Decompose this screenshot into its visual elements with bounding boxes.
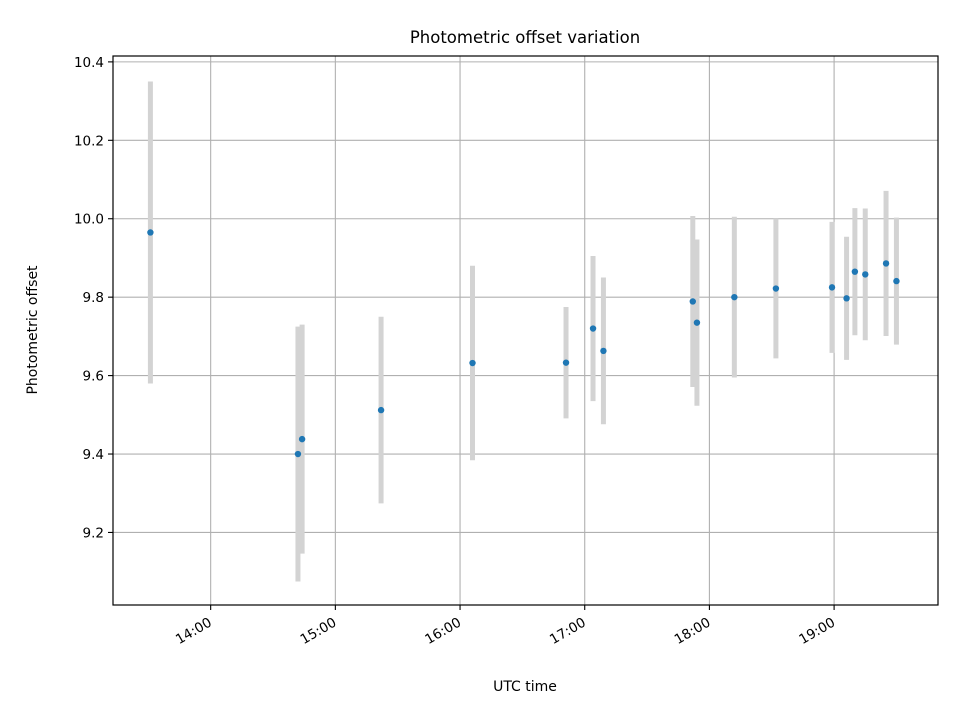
data-point bbox=[893, 277, 900, 285]
data-point bbox=[772, 285, 780, 292]
data-point bbox=[469, 359, 476, 367]
data-points bbox=[147, 229, 900, 458]
y-tick-label: 9.2 bbox=[83, 525, 104, 541]
data-point bbox=[862, 271, 869, 278]
data-point bbox=[731, 293, 738, 301]
data-point bbox=[147, 229, 154, 236]
data-point bbox=[828, 284, 836, 291]
y-tick-label: 10.0 bbox=[74, 212, 104, 228]
plot-frame bbox=[112, 55, 939, 606]
y-tick-label: 9.6 bbox=[83, 369, 104, 385]
data-point bbox=[589, 325, 597, 332]
data-point bbox=[689, 298, 696, 305]
chart-title: Photometric offset variation bbox=[410, 28, 640, 47]
data-point bbox=[377, 406, 385, 414]
data-point bbox=[693, 319, 701, 326]
data-point bbox=[294, 450, 302, 458]
y-axis-ticks: 9.2 9.4 9.6 9.8 10.0 10.2 10.4 bbox=[74, 55, 113, 541]
data-point bbox=[882, 260, 890, 267]
data-point bbox=[562, 359, 570, 366]
y-tick-label: 10.4 bbox=[74, 55, 104, 71]
x-axis-label: UTC time bbox=[493, 679, 557, 695]
y-tick-label: 9.4 bbox=[83, 447, 104, 463]
data-point bbox=[600, 347, 607, 355]
y-tick-label: 10.2 bbox=[74, 133, 104, 149]
data-point bbox=[298, 435, 306, 443]
data-point bbox=[843, 295, 850, 302]
y-axis-label: Photometric offset bbox=[25, 265, 41, 395]
data-point bbox=[851, 268, 859, 275]
y-tick-label: 9.8 bbox=[83, 290, 104, 306]
